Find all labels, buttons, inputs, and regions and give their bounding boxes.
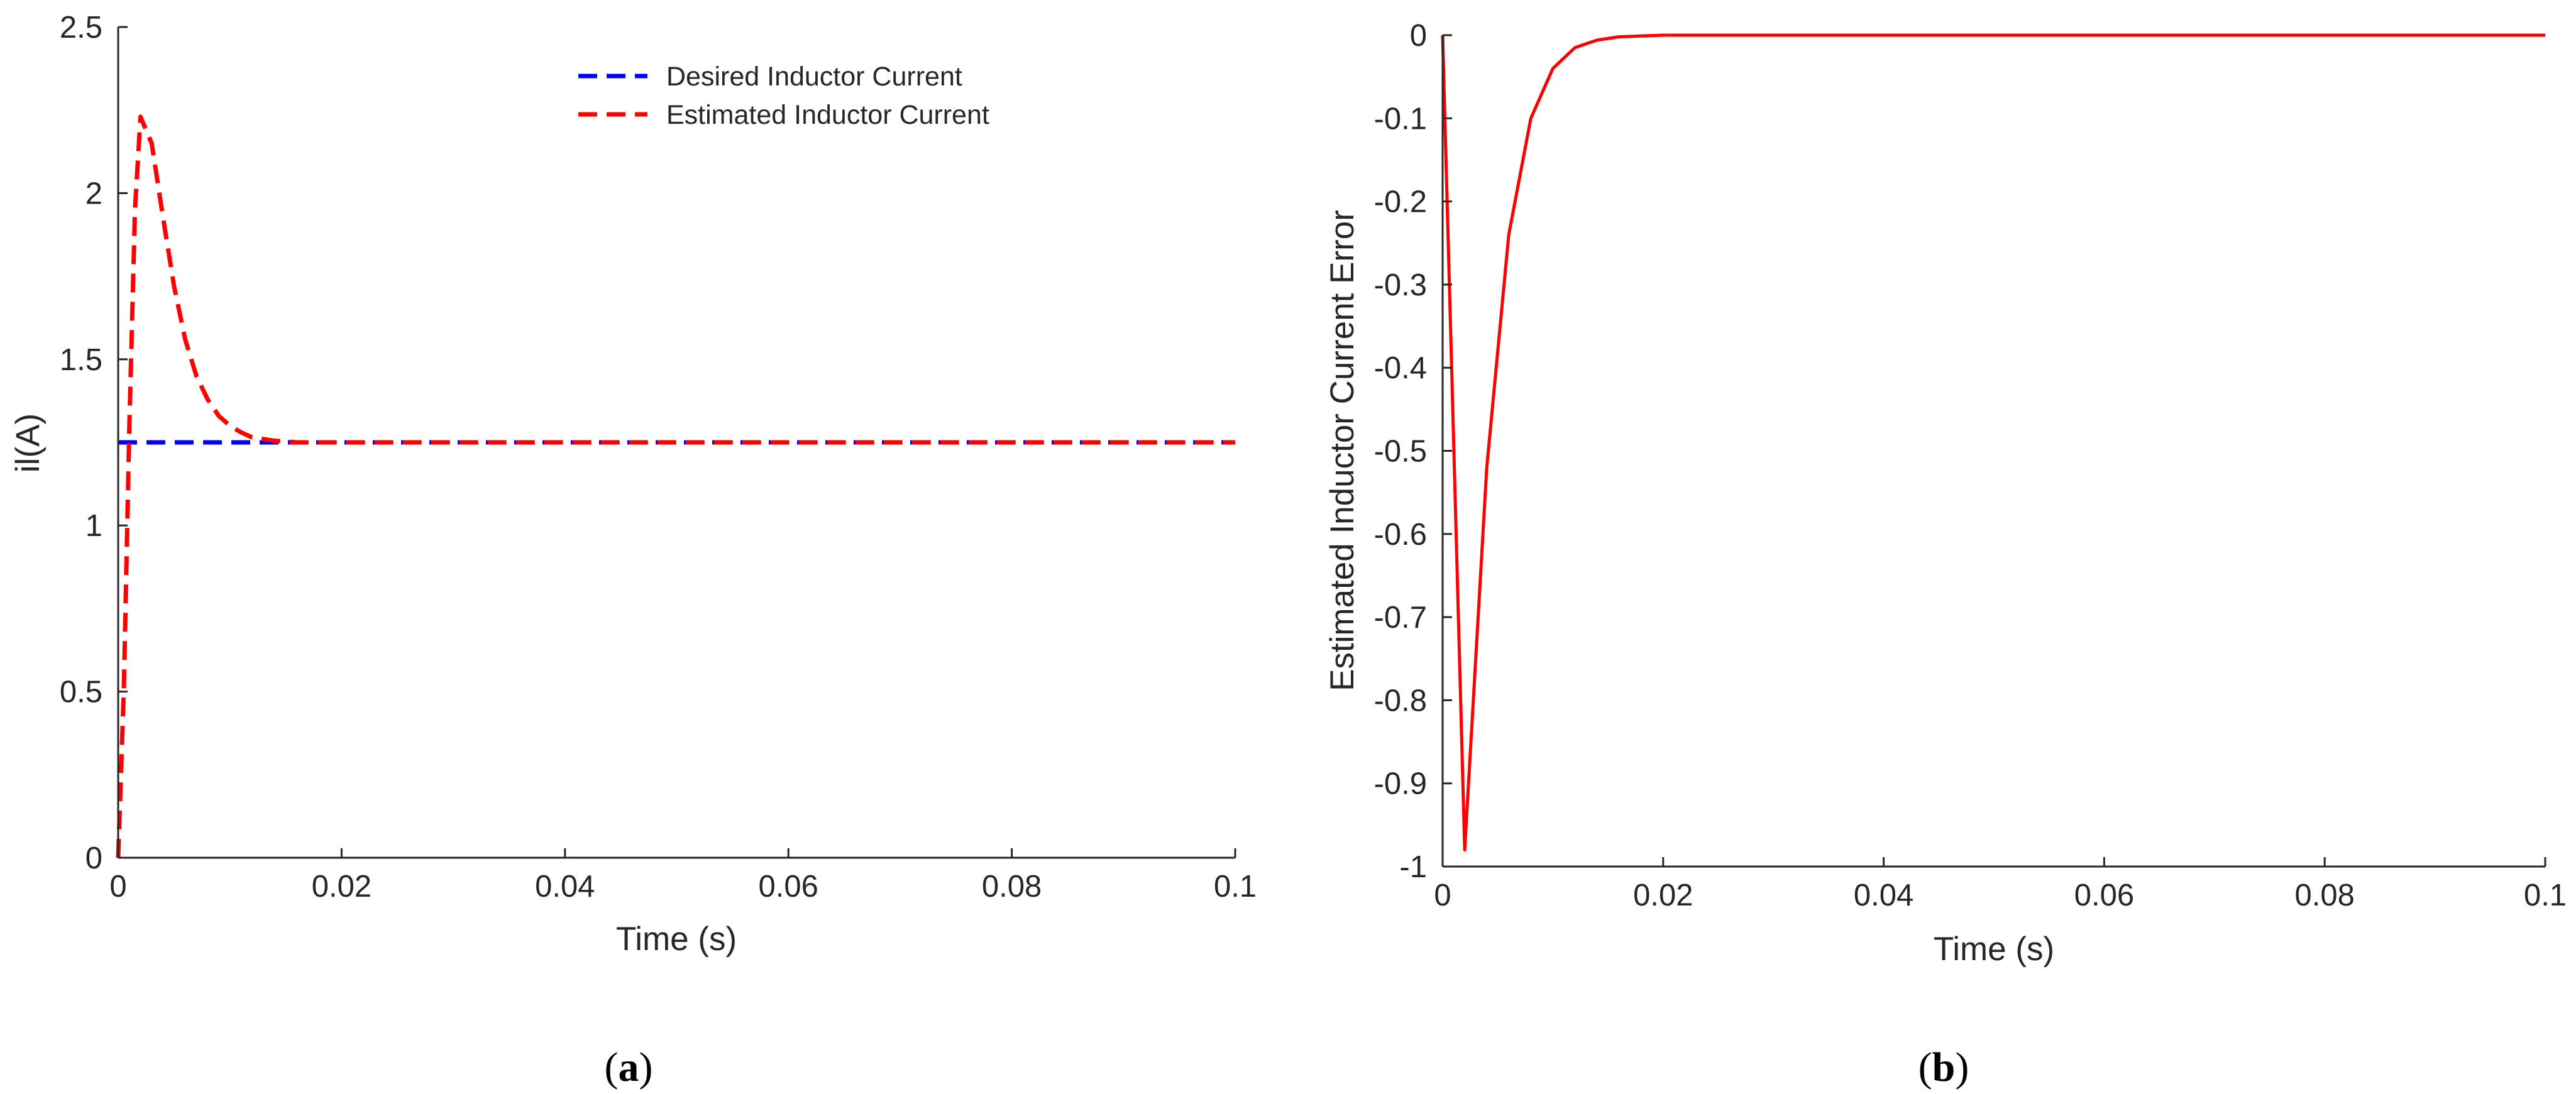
y-tick-label: 0 <box>1410 19 1427 53</box>
x-ticks-b: 0 0.02 0.04 0.06 0.08 0.1 <box>1434 857 2567 912</box>
y-tick-label: 2 <box>85 177 102 211</box>
caption-letter-b: b <box>1932 1044 1956 1090</box>
y-tick-label: -0.3 <box>1374 268 1427 302</box>
x-tick-label: 0.02 <box>312 870 372 904</box>
x-tick-label: 0.1 <box>1214 870 1257 904</box>
plot-area-a <box>116 114 1235 858</box>
y-ticks-b: -1 -0.9 -0.8 -0.7 -0.6 -0.5 -0.4 -0.3 -0.2 -0.1 0 <box>1374 19 1452 884</box>
legend-label-desired: Desired Inductor Current <box>666 62 962 92</box>
x-tick-label: 0 <box>1434 878 1451 912</box>
y-axis-title-b: Estimated Inductor Current Error <box>1324 210 1361 691</box>
x-axis-title-a: Time (s) <box>616 921 737 958</box>
y-axis-title-a: il(A) <box>9 413 47 473</box>
caption-b: (b) <box>1918 1044 1969 1090</box>
y-tick-label: -0.2 <box>1374 185 1427 219</box>
caption-letter-a: a <box>619 1044 639 1090</box>
y-ticks-a: 0 0.5 1 1.5 2 2.5 <box>60 11 128 875</box>
y-tick-label: -1 <box>1399 850 1427 884</box>
y-tick-label: -0.8 <box>1374 684 1427 718</box>
legend-a: Desired Inductor Current Estimated Induc… <box>578 62 989 130</box>
x-tick-label: 0.08 <box>982 870 1042 904</box>
x-tick-label: 0.1 <box>2524 878 2567 912</box>
x-tick-label: 0.02 <box>1633 878 1693 912</box>
x-tick-label: 0.04 <box>1854 878 1913 912</box>
caption-a: (a) <box>605 1044 653 1090</box>
legend-label-estimated: Estimated Inductor Current <box>666 100 989 130</box>
series-line-b-0 <box>1441 33 2545 851</box>
x-tick-label: 0 <box>109 870 126 904</box>
y-tick-label: -0.4 <box>1374 351 1427 385</box>
x-ticks-a: 0 0.02 0.04 0.06 0.08 0.1 <box>109 848 1257 904</box>
y-tick-label: 0.5 <box>60 676 102 709</box>
chart-panel-b: 0 0.02 0.04 0.06 0.08 0.1 -1-0.9-0.8-0.7-0.6-… <box>1324 19 2567 1090</box>
x-axis-title-b: Time (s) <box>1934 931 2054 968</box>
y-tick-label: -0.9 <box>1374 767 1427 801</box>
y-tick-label: -0.5 <box>1374 435 1427 469</box>
chart-panel-a: 0 0.02 0.04 0.06 0.08 0.1 0 0.5 1 1.5 2 2.5 Time (… <box>9 11 1257 1090</box>
x-tick-label: 0.06 <box>759 870 818 904</box>
y-tick-label: 1.5 <box>60 343 102 377</box>
series-line-a-1 <box>116 114 1235 858</box>
x-tick-label: 0.08 <box>2295 878 2355 912</box>
plot-area-b <box>1441 33 2545 851</box>
y-tick-label: 2.5 <box>60 11 102 45</box>
x-tick-label: 0.04 <box>535 870 595 904</box>
y-tick-label: 0 <box>85 841 102 875</box>
y-tick-label: -0.1 <box>1374 102 1427 136</box>
y-tick-label: -0.7 <box>1374 601 1427 635</box>
y-tick-label: -0.6 <box>1374 518 1427 552</box>
x-tick-label: 0.06 <box>2074 878 2134 912</box>
y-tick-label: 1 <box>85 509 102 543</box>
